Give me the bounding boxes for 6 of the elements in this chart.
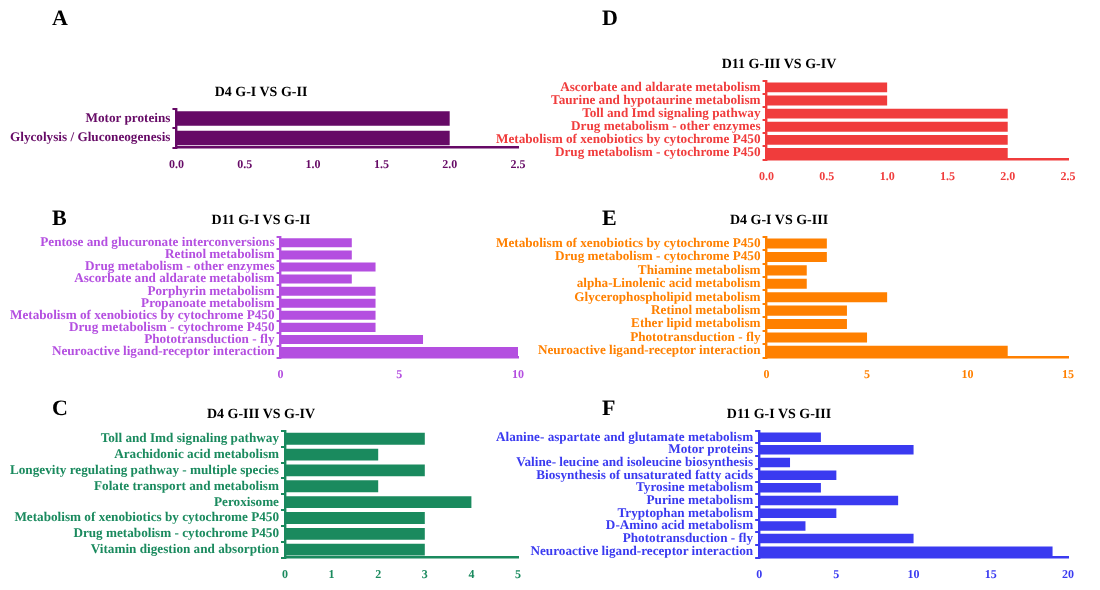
text: E xyxy=(602,206,617,231)
text: B xyxy=(52,206,68,231)
text: A xyxy=(52,6,68,31)
text: F xyxy=(602,396,616,421)
text: D xyxy=(602,6,618,31)
text: C xyxy=(52,396,68,421)
